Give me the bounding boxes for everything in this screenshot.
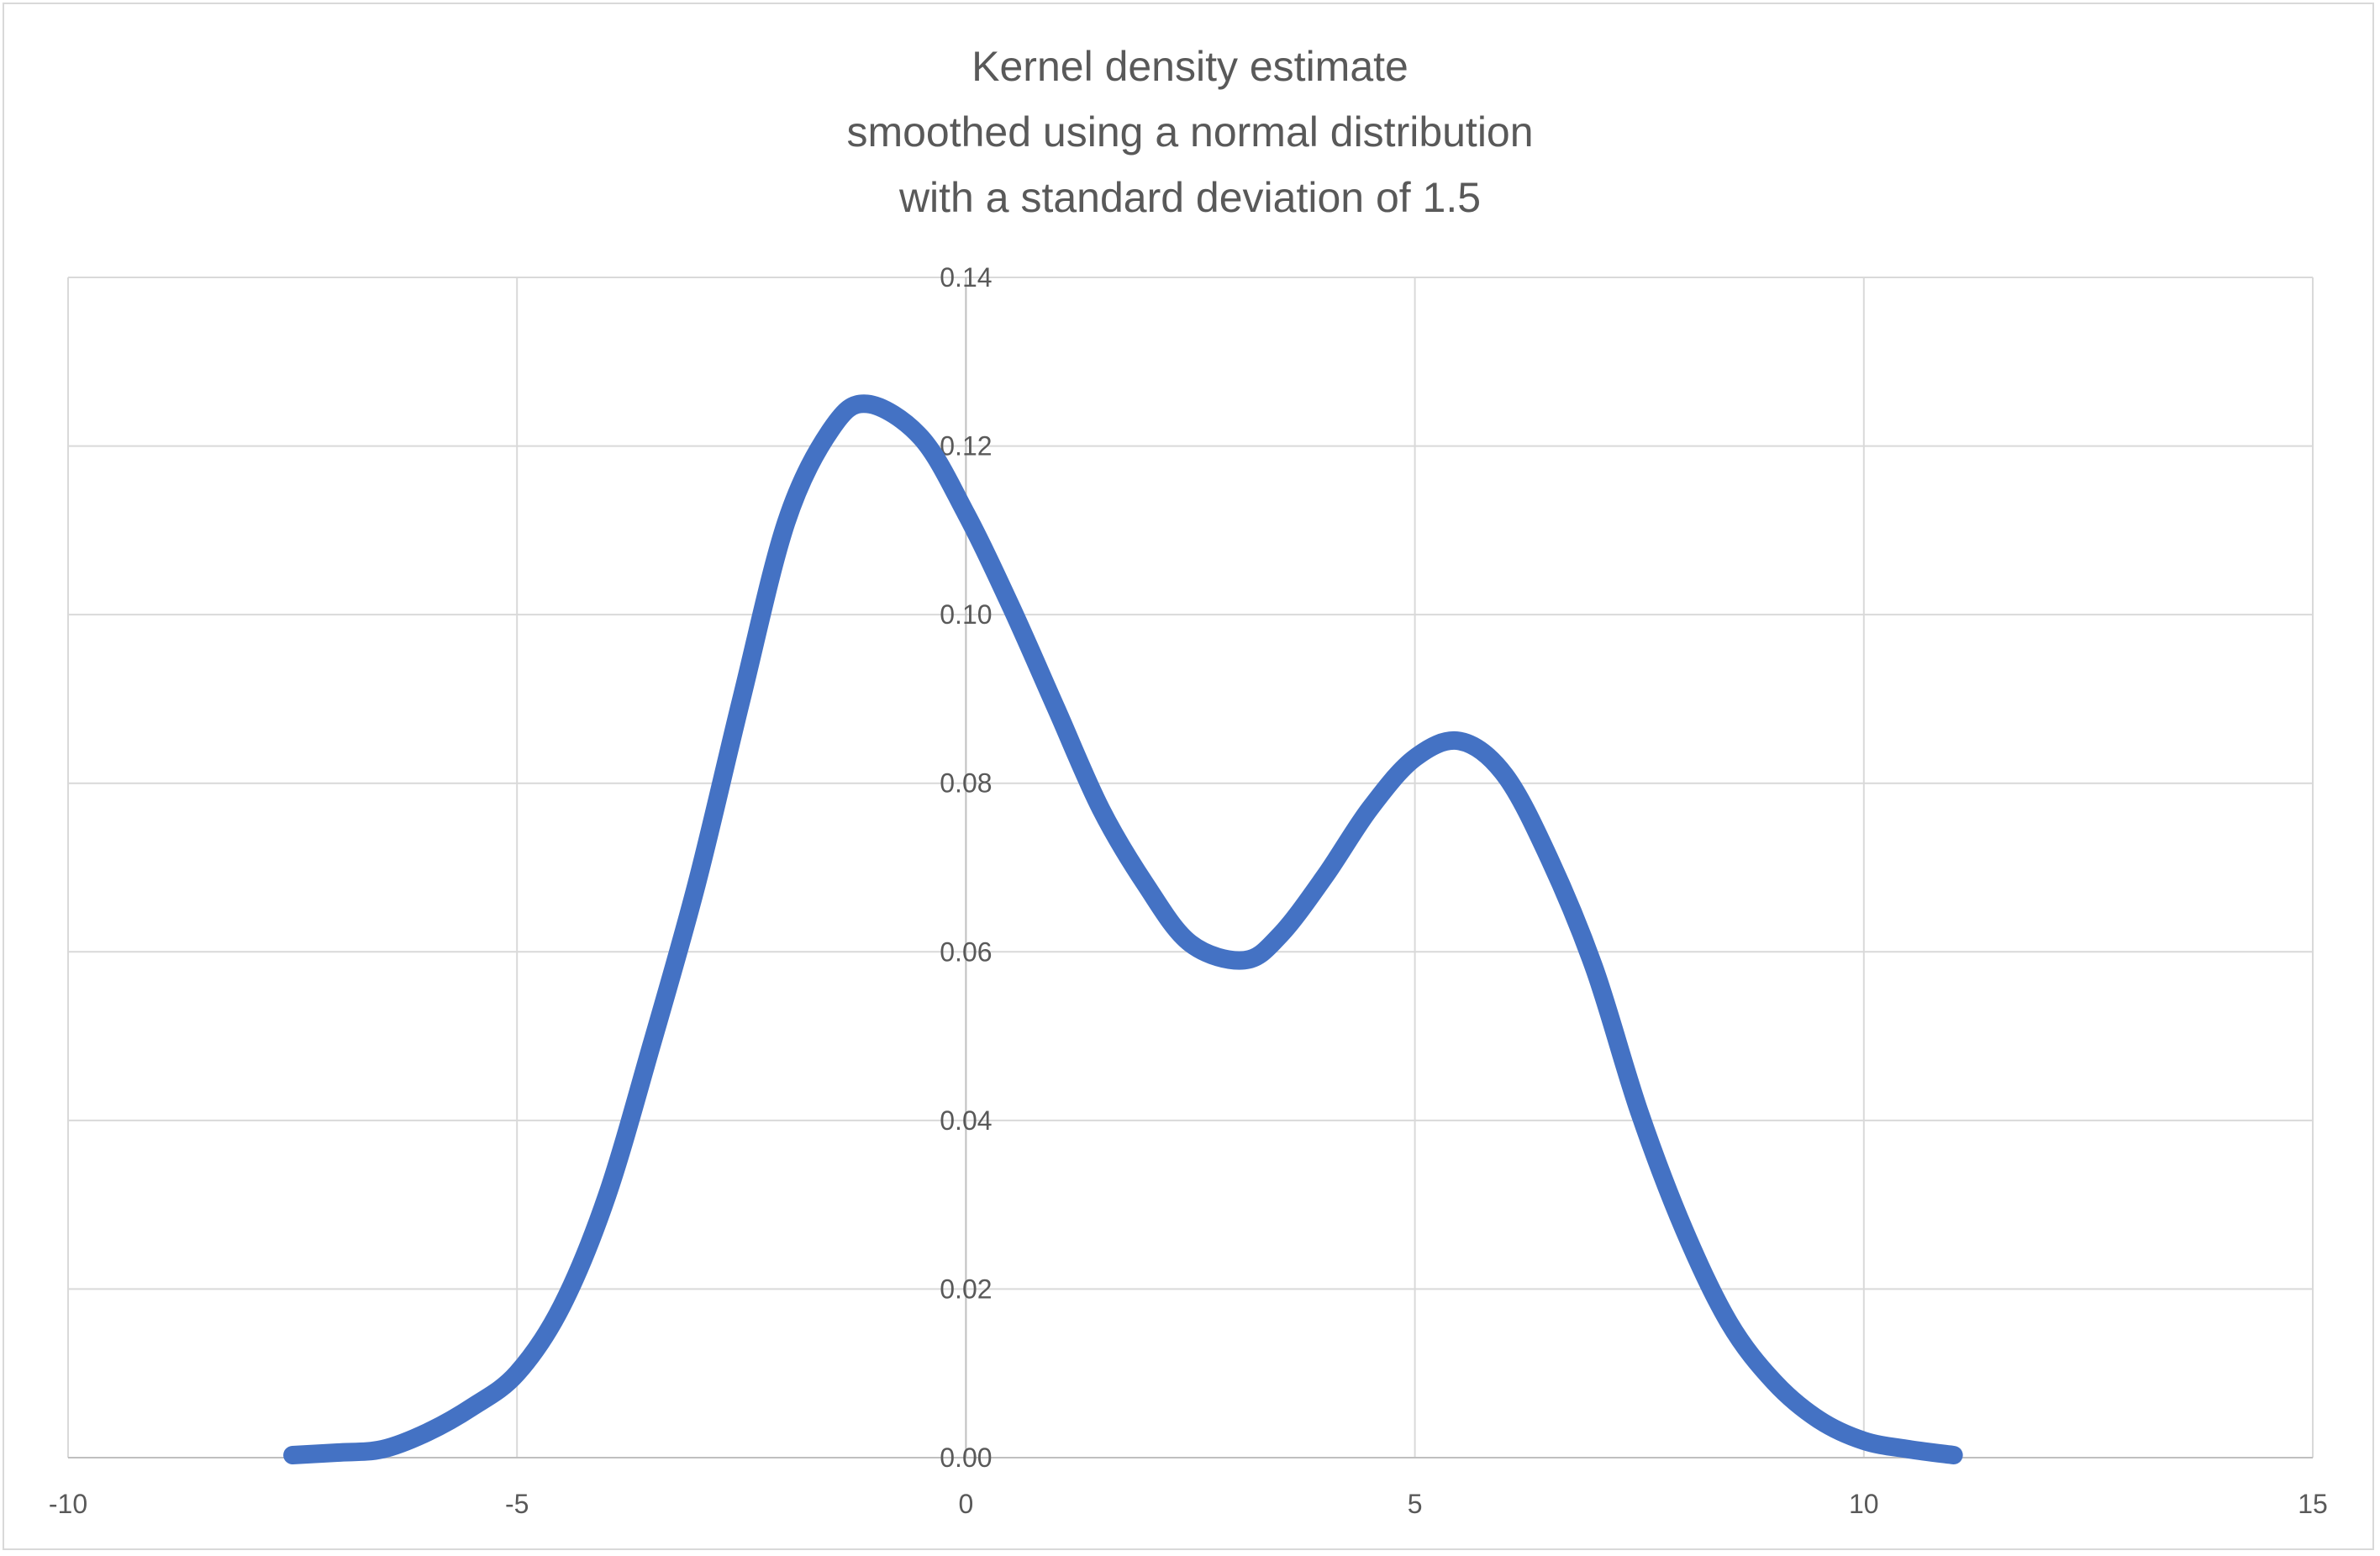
density-curve bbox=[283, 394, 1963, 1464]
y-tick-label: 0.02 bbox=[940, 1274, 992, 1304]
y-tick-label: 0.08 bbox=[940, 768, 992, 799]
y-tick-label: 0.06 bbox=[940, 936, 992, 967]
x-tick-label: 15 bbox=[2298, 1489, 2328, 1519]
chart-title: Kernel density estimate smoothed using a… bbox=[0, 34, 2380, 230]
x-tick-label: 10 bbox=[1849, 1489, 1879, 1519]
x-tick-label: -10 bbox=[49, 1489, 87, 1519]
y-tick-label: 0.04 bbox=[940, 1105, 992, 1136]
y-tick-label: 0.10 bbox=[940, 599, 992, 630]
x-tick-label: -5 bbox=[505, 1489, 529, 1519]
chart-title-line-1: Kernel density estimate bbox=[971, 43, 1409, 90]
chart-frame bbox=[3, 3, 2374, 1550]
y-tick-label: 0.12 bbox=[940, 431, 992, 462]
chart-title-line-2: smoothed using a normal distribution bbox=[846, 108, 1534, 156]
x-tick-label: 5 bbox=[1408, 1489, 1423, 1519]
y-tick-label: 0.00 bbox=[940, 1443, 992, 1473]
y-tick-label: 0.14 bbox=[940, 262, 992, 293]
chart-title-line-3: with a standard deviation of 1.5 bbox=[898, 174, 1482, 221]
x-tick-label: 0 bbox=[959, 1489, 974, 1519]
